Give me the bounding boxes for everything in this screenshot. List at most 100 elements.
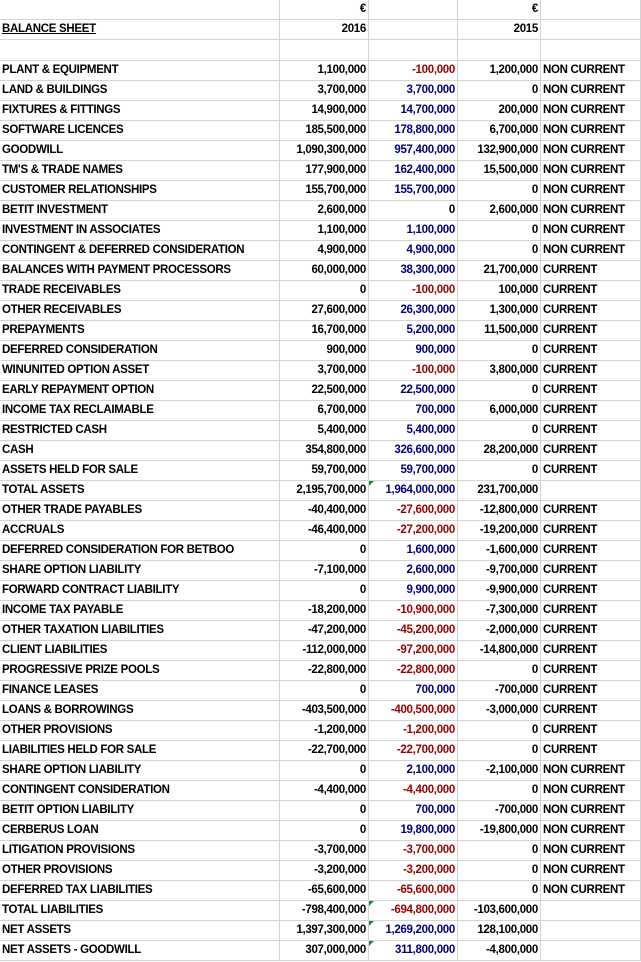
asset-class: CURRENT	[541, 681, 641, 701]
asset-class: NON CURRENT	[541, 841, 641, 861]
empty-cell	[458, 40, 541, 61]
row-label: FINANCE LEASES	[0, 681, 280, 701]
value-change: -22,700,000	[369, 741, 458, 761]
value-change: -3,700,000	[369, 841, 458, 861]
empty-cell	[541, 901, 641, 921]
row-label: RESTRICTED CASH	[0, 421, 280, 441]
value-2016: 0	[280, 801, 369, 821]
value-2015: 0	[458, 241, 541, 261]
value-2016: -798,400,000	[280, 901, 369, 921]
asset-class: NON CURRENT	[541, 141, 641, 161]
value-2016: 1,397,300,000	[280, 921, 369, 941]
row-label: OTHER PROVISIONS	[0, 721, 280, 741]
empty-cell	[541, 921, 641, 941]
value-2016: -4,400,000	[280, 781, 369, 801]
value-2016: -47,200,000	[280, 621, 369, 641]
row-label: CASH	[0, 441, 280, 461]
value-change: 3,700,000	[369, 81, 458, 101]
row-label: LITIGATION PROVISIONS	[0, 841, 280, 861]
value-2015: 0	[458, 381, 541, 401]
value-2015: 0	[458, 421, 541, 441]
value-2016: 2,600,000	[280, 201, 369, 221]
value-change: -1,200,000	[369, 721, 458, 741]
asset-class: NON CURRENT	[541, 881, 641, 901]
value-2016: 307,000,000	[280, 941, 369, 961]
empty-cell	[541, 481, 641, 501]
value-2016: 59,700,000	[280, 461, 369, 481]
value-2015: 6,700,000	[458, 121, 541, 141]
value-2016: 16,700,000	[280, 321, 369, 341]
row-label: DEFERRED CONSIDERATION FOR BETBOO	[0, 541, 280, 561]
empty-cell	[280, 40, 369, 61]
value-change: 9,900,000	[369, 581, 458, 601]
value-2015: 0	[458, 721, 541, 741]
value-2016: 3,700,000	[280, 361, 369, 381]
value-change: 1,600,000	[369, 541, 458, 561]
empty-cell	[369, 20, 458, 40]
asset-class: CURRENT	[541, 741, 641, 761]
value-2015: -12,800,000	[458, 501, 541, 521]
value-change: 1,100,000	[369, 221, 458, 241]
row-label: TOTAL ASSETS	[0, 481, 280, 501]
value-2016: 6,700,000	[280, 401, 369, 421]
value-change: -3,200,000	[369, 861, 458, 881]
asset-class: CURRENT	[541, 321, 641, 341]
asset-class: NON CURRENT	[541, 101, 641, 121]
value-2015: 0	[458, 221, 541, 241]
value-2016: 0	[280, 541, 369, 561]
asset-class: CURRENT	[541, 641, 641, 661]
value-2016: -18,200,000	[280, 601, 369, 621]
value-2016: -1,200,000	[280, 721, 369, 741]
value-2015: -1,600,000	[458, 541, 541, 561]
empty-cell	[0, 40, 280, 61]
value-change: -100,000	[369, 61, 458, 81]
value-2016: 4,900,000	[280, 241, 369, 261]
row-label: WINUNITED OPTION ASSET	[0, 361, 280, 381]
asset-class: CURRENT	[541, 541, 641, 561]
value-change: 700,000	[369, 401, 458, 421]
asset-class: CURRENT	[541, 441, 641, 461]
value-2016: 5,400,000	[280, 421, 369, 441]
value-2015: 1,300,000	[458, 301, 541, 321]
value-change: -22,800,000	[369, 661, 458, 681]
value-change: 5,200,000	[369, 321, 458, 341]
value-2016: 354,800,000	[280, 441, 369, 461]
row-label: INCOME TAX RECLAIMABLE	[0, 401, 280, 421]
row-label: PLANT & EQUIPMENT	[0, 61, 280, 81]
value-2015: 0	[458, 881, 541, 901]
empty-cell	[541, 941, 641, 961]
row-label: TOTAL LIABILITIES	[0, 901, 280, 921]
value-change: -4,400,000	[369, 781, 458, 801]
value-2015: -2,100,000	[458, 761, 541, 781]
value-change: 700,000	[369, 681, 458, 701]
value-change: -100,000	[369, 361, 458, 381]
row-label: OTHER TRADE PAYABLES	[0, 501, 280, 521]
value-2015: 231,700,000	[458, 481, 541, 501]
row-label: TRADE RECEIVABLES	[0, 281, 280, 301]
value-2015: 0	[458, 661, 541, 681]
row-label: CUSTOMER RELATIONSHIPS	[0, 181, 280, 201]
asset-class: CURRENT	[541, 561, 641, 581]
sheet-title: BALANCE SHEET	[0, 20, 280, 40]
currency-label: €	[458, 0, 541, 20]
row-label: OTHER PROVISIONS	[0, 861, 280, 881]
row-label: OTHER RECEIVABLES	[0, 301, 280, 321]
value-change: 19,800,000	[369, 821, 458, 841]
value-change: 38,300,000	[369, 261, 458, 281]
asset-class: NON CURRENT	[541, 821, 641, 841]
value-change: -27,600,000	[369, 501, 458, 521]
value-2015: -14,800,000	[458, 641, 541, 661]
value-change: -694,800,000	[369, 901, 458, 921]
asset-class: CURRENT	[541, 701, 641, 721]
value-2016: 3,700,000	[280, 81, 369, 101]
asset-class: CURRENT	[541, 341, 641, 361]
asset-class: CURRENT	[541, 461, 641, 481]
currency-label: €	[280, 0, 369, 20]
value-2015: 1,200,000	[458, 61, 541, 81]
row-label: DEFERRED TAX LIABILITIES	[0, 881, 280, 901]
value-change: 162,400,000	[369, 161, 458, 181]
value-2016: 1,100,000	[280, 221, 369, 241]
value-2015: -103,600,000	[458, 901, 541, 921]
